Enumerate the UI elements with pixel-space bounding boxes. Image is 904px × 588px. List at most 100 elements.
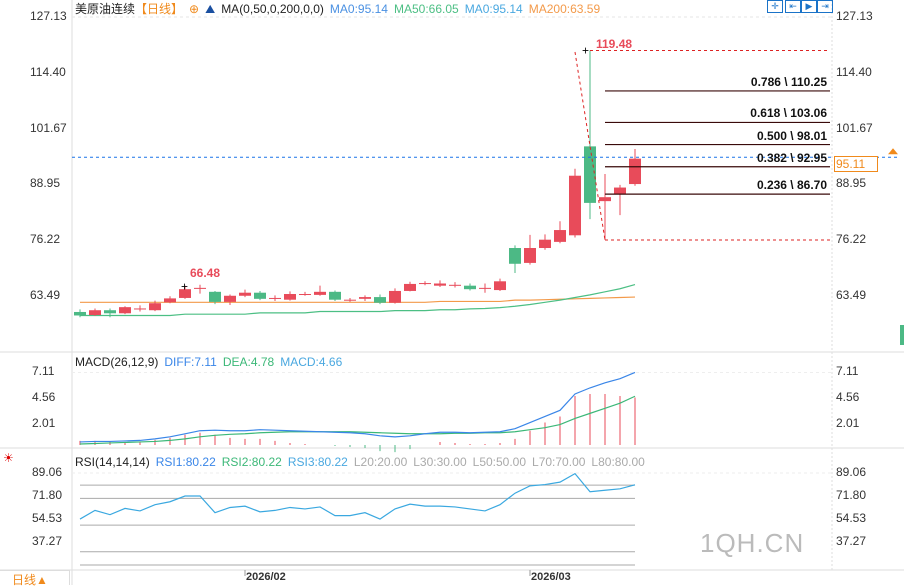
candle-body [134, 308, 146, 310]
y-tick-right: 127.13 [836, 9, 873, 23]
candle-body [149, 303, 161, 311]
candle-body [614, 187, 626, 195]
zoom-right-icon[interactable]: ⇥ [817, 0, 833, 13]
candle-body [524, 248, 536, 263]
rsi-y-tick-left: 71.80 [32, 488, 63, 502]
y-tick-right: 101.67 [836, 120, 873, 135]
watermark: 1QH.CN [700, 528, 805, 558]
legend-entry: L70:70.00 [532, 455, 586, 469]
rsi-y-tick-left: 89.06 [32, 465, 63, 479]
period-tag: 【日线】 [135, 2, 184, 16]
legend-entry: DIFF:7.11 [164, 355, 217, 369]
rsi-y-tick-right: 71.80 [836, 488, 867, 502]
y-tick-right: 63.49 [836, 287, 867, 302]
rsi-y-tick-right: 37.27 [836, 534, 867, 549]
candle-body [344, 299, 356, 301]
macd-title: MACD(26,12,9) [75, 355, 159, 369]
dea-line [79, 395, 636, 445]
rsi-header: RSI(14,14,14) RSI1:80.22 RSI2:80.22 RSI3:80… [75, 455, 657, 469]
y-tick-left: 76.22 [30, 232, 61, 247]
legend-entry: DEA:4.78 [222, 355, 275, 369]
legend-entry: L50:50.00 [472, 455, 527, 469]
fib-trend-line [574, 51, 606, 241]
candle-body [479, 287, 491, 289]
candle-body [629, 158, 641, 185]
main-header: 美原油连续【日线】 ⊕ ⛰ MA(0,50,0,200,0,0) MA0:95.14 MA… [75, 0, 612, 17]
sun-icon[interactable]: ☀ [3, 451, 14, 465]
ma50-line [80, 284, 636, 317]
candle-body [389, 290, 401, 303]
y-tick-left: 101.67 [30, 120, 67, 135]
candle-body [329, 291, 341, 300]
macd-y-tick-left: 4.56 [32, 390, 56, 405]
legend-entry: RSI2:80.22 [221, 455, 282, 469]
legend-entry: L80:80.00 [591, 455, 645, 469]
candle-body [179, 289, 191, 298]
period-button[interactable]: 日线▲ [0, 570, 70, 587]
legend-entry: L20:20.00 [353, 455, 408, 469]
current-price-badge: 95.11 [834, 156, 879, 173]
legend-entry: MA0:95.14 [329, 2, 388, 16]
fib-level-label: 0.236 \ 86.70 [756, 178, 827, 193]
candle-body [569, 175, 581, 236]
rsi-y-tick-left: 37.27 [32, 534, 63, 549]
candle-body [584, 146, 596, 203]
rsi-y-tick-left: 54.53 [32, 511, 63, 526]
legend-entry: MACD:4.66 [280, 355, 343, 369]
rsi-y-tick-right: 89.06 [836, 465, 867, 479]
candle-body [599, 197, 611, 202]
rsi-title: RSI(14,14,14) [75, 455, 150, 469]
candle-body [224, 295, 236, 302]
scroll-marker [900, 325, 904, 345]
y-tick-right: 76.22 [836, 232, 867, 247]
marked-high-label: 66.48 [190, 265, 221, 280]
candle-body [464, 285, 476, 290]
candle-body [449, 284, 461, 286]
y-tick-left: 127.13 [30, 9, 67, 23]
candle-body [509, 248, 521, 264]
rsi-line [79, 472, 636, 520]
crosshair-icon[interactable]: ✛ [767, 0, 783, 13]
macd-y-tick-left: 2.01 [32, 416, 56, 431]
candle-body [314, 291, 326, 295]
ma-indicator[interactable]: MA(0,50,0,200,0,0) [221, 2, 324, 16]
x-tick-label: 2026/03 [531, 571, 571, 583]
settings-icon[interactable]: ⊕ [189, 2, 200, 16]
candle-body [269, 297, 281, 299]
diff-line [79, 371, 636, 443]
y-tick-left: 63.49 [30, 287, 61, 302]
fib-level-label: 0.500 \ 98.01 [756, 128, 827, 143]
candle-body [419, 283, 431, 285]
candle-body [164, 298, 176, 303]
y-tick-left: 88.95 [30, 176, 61, 191]
candle-body [284, 294, 296, 300]
macd-header: MACD(26,12,9) DIFF:7.11 DEA:4.78 MACD:4.66 [75, 355, 354, 369]
zoom-left-icon[interactable]: ⇤ [785, 0, 801, 13]
candle-body [239, 292, 251, 296]
high-marker-icon: + [181, 280, 188, 294]
macd-y-tick-right: 4.56 [836, 390, 860, 405]
macd-y-tick-left: 7.11 [32, 364, 55, 379]
y-tick-right: 114.40 [836, 64, 872, 79]
indicator-icon[interactable]: ⛰ [205, 2, 216, 16]
high-price-label: 119.48 [596, 36, 633, 51]
y-tick-right: 88.95 [836, 176, 867, 191]
candle-body [404, 283, 416, 291]
fib-level-label: 0.786 \ 110.25 [750, 74, 827, 89]
candle-body [89, 310, 101, 316]
candle-body [194, 287, 206, 289]
fib-level-label: 0.618 \ 103.06 [750, 106, 827, 121]
candle-body [554, 230, 566, 242]
play-icon[interactable]: ▶ [801, 0, 817, 13]
candle-body [374, 297, 386, 303]
y-tick-left: 114.40 [30, 64, 66, 79]
candle-body [434, 283, 446, 286]
macd-y-tick-right: 7.11 [836, 364, 859, 379]
legend-entry: MA0:95.14 [464, 2, 523, 16]
legend-entry: MA50:66.05 [393, 2, 459, 16]
candle-body [74, 311, 86, 316]
fib-level-label: 0.382 \ 92.95 [756, 150, 827, 165]
rsi-y-tick-right: 54.53 [836, 511, 867, 526]
candle-body [209, 291, 221, 302]
